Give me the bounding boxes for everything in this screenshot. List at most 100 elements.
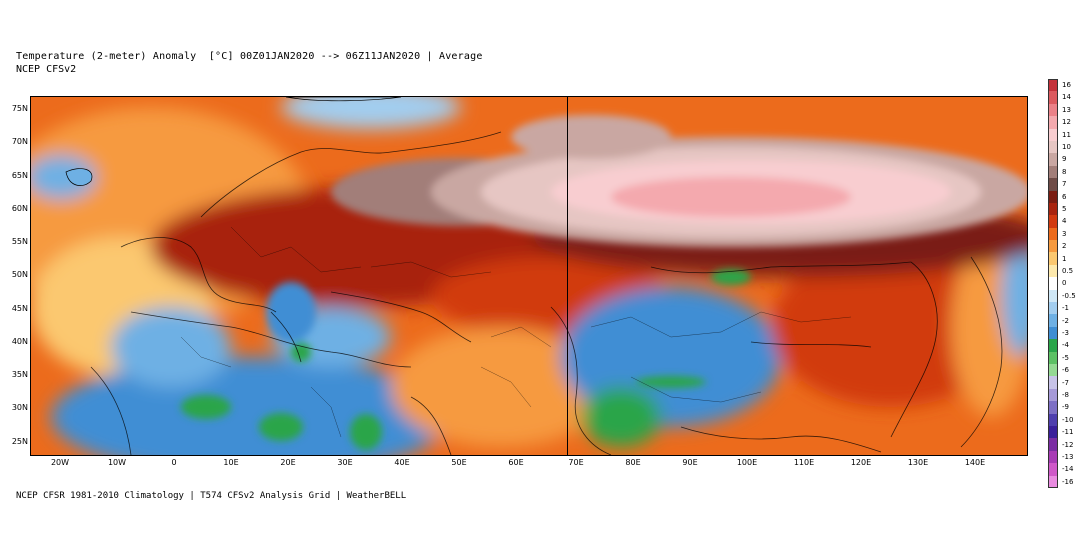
colorbar-label: -0.5 [1062,291,1076,300]
lat-label: 75N [11,104,28,113]
colorbar-swatch [1048,215,1058,228]
lat-label: 60N [11,204,28,213]
colorbar-swatch [1048,289,1058,303]
colorbar-swatch [1048,339,1058,352]
lat-label: 45N [11,304,28,313]
colorbar-label: -6 [1062,366,1069,375]
colorbar-swatch [1048,326,1058,340]
lon-label: 80E [625,458,641,467]
lat-label: 25N [11,437,28,446]
colorbar-legend [1048,79,1058,488]
lon-label: 120E [850,458,872,467]
lon-label: 30E [337,458,353,467]
lon-label: 60E [508,458,524,467]
colorbar-label: -10 [1062,415,1074,424]
colorbar-label: -3 [1062,329,1069,337]
lon-label: 40E [394,458,410,467]
colorbar-swatch [1048,475,1058,488]
colorbar-label: 13 [1062,105,1071,114]
lon-label: 70E [568,458,584,467]
lat-label: 65N [11,171,28,180]
lon-label: 100E [736,458,758,467]
colorbar-swatch [1048,202,1058,216]
colorbar-label: 6 [1062,192,1067,201]
colorbar-swatch [1048,252,1058,265]
colorbar-swatch [1048,401,1058,414]
map-title: Temperature (2-meter) Anomaly [°C] 00Z01… [16,51,483,62]
colorbar-label: 10 [1062,143,1071,151]
colorbar-label: -16 [1062,477,1074,486]
colorbar-label: 9 [1062,155,1067,164]
colorbar-swatch [1048,103,1058,117]
lon-label: 110E [793,458,815,467]
colorbar-swatch [1048,425,1058,439]
colorbar-label: 1 [1062,254,1067,263]
anomaly-map [30,96,1028,456]
colorbar-swatch [1048,351,1058,364]
lon-label: 50E [451,458,467,467]
colorbar-label: 7 [1062,180,1067,189]
colorbar-swatch [1048,240,1058,253]
colorbar-swatch [1048,91,1058,104]
colorbar-label: -9 [1062,403,1069,412]
colorbar-swatch [1048,190,1058,203]
colorbar-label: 14 [1062,93,1071,102]
map-subtitle: NCEP CFSv2 [16,64,77,75]
lon-label: 10E [223,458,239,467]
colorbar-swatch [1048,314,1058,327]
colorbar-label: 0 [1062,279,1067,288]
colorbar-swatch [1048,140,1058,154]
lat-label: 40N [11,337,28,346]
lat-label: 50N [11,270,28,279]
lon-label: 140E [964,458,986,467]
colorbar-label: -12 [1062,440,1074,449]
colorbar-swatch [1048,376,1058,389]
colorbar-label: 0.5 [1062,267,1074,275]
colorbar-swatch [1048,153,1058,166]
lon-label: 130E [907,458,929,467]
colorbar-swatch [1048,413,1058,426]
colorbar-swatch [1048,178,1058,191]
colorbar-swatch [1048,277,1058,290]
lon-label: 90E [682,458,698,467]
colorbar-label: 3 [1062,229,1067,238]
colorbar-swatch [1048,388,1058,402]
colorbar-label: -2 [1062,316,1069,325]
colorbar-swatch [1048,463,1058,476]
colorbar-label: 12 [1062,118,1071,127]
lon-label: 10W [107,458,127,467]
lon-label: 20E [280,458,296,467]
colorbar-label: 8 [1062,167,1067,176]
colorbar-label: 16 [1062,81,1071,89]
colorbar-swatch [1048,128,1058,141]
colorbar-label: -5 [1062,353,1069,362]
colorbar-swatch [1048,302,1058,315]
map-footer: NCEP CFSR 1981-2010 Climatology | T574 C… [16,491,407,501]
colorbar-swatch [1048,450,1058,464]
colorbar-label: -4 [1062,341,1069,350]
colorbar-swatch [1048,264,1058,278]
colorbar-label: -1 [1062,304,1069,313]
colorbar-swatch [1048,227,1058,241]
colorbar-swatch [1048,438,1058,451]
colorbar-label: -11 [1062,428,1074,437]
lon-label: 0 [171,458,177,467]
colorbar-label: -14 [1062,465,1074,474]
colorbar-label: -13 [1062,453,1074,461]
colorbar-swatch [1048,79,1058,92]
colorbar-label: 4 [1062,217,1067,226]
colorbar-swatch [1048,363,1058,377]
map-panel-divider [567,96,568,456]
lon-label: 20W [50,458,70,467]
lat-label: 35N [11,370,28,379]
colorbar-swatch [1048,165,1058,179]
colorbar-label: 5 [1062,205,1067,213]
colorbar-label: -8 [1062,391,1069,399]
lat-label: 55N [11,237,28,246]
colorbar-label: 2 [1062,242,1067,251]
lat-label: 30N [11,403,28,412]
colorbar-label: 11 [1062,130,1071,139]
colorbar-swatch [1048,116,1058,129]
colorbar-label: -7 [1062,378,1069,387]
lat-label: 70N [11,137,28,146]
